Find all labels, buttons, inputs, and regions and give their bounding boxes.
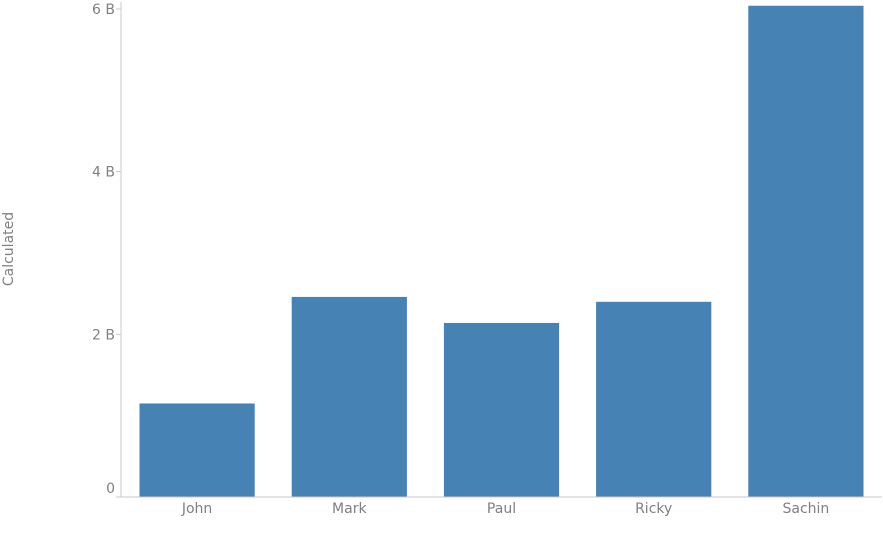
y-tick-label: 0 — [106, 481, 115, 497]
x-tick-label: Sachin — [782, 501, 829, 517]
x-tick-label: Ricky — [635, 501, 672, 517]
y-tick-label: 2 B — [92, 327, 115, 343]
bar-sachin[interactable] — [748, 5, 864, 497]
bar-john[interactable] — [139, 403, 255, 497]
y-axis-title: Calculated — [1, 212, 17, 286]
plot-area: 0 2 B 4 B 6 B John Mark Paul Ricky Sachin — [92, 2, 882, 517]
bars — [139, 5, 864, 497]
y-tick-label: 6 B — [92, 2, 115, 18]
bar-ricky[interactable] — [596, 301, 712, 497]
x-axis-ticks: John Mark Paul Ricky Sachin — [181, 501, 829, 517]
x-tick-label: Paul — [487, 501, 516, 517]
x-tick-label: Mark — [332, 501, 367, 517]
bar-paul[interactable] — [443, 322, 560, 497]
x-tick-label: John — [181, 501, 212, 517]
y-tick-label: 4 B — [92, 165, 115, 181]
y-axis-ticks: 0 2 B 4 B 6 B — [92, 2, 121, 498]
bar-mark[interactable] — [291, 296, 407, 497]
